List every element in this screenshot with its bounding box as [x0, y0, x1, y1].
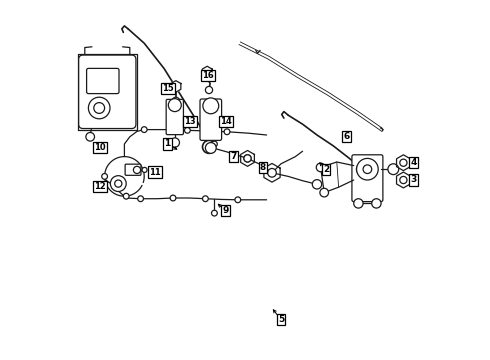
Polygon shape — [396, 155, 410, 171]
Text: 14: 14 — [220, 117, 232, 126]
Circle shape — [172, 97, 179, 104]
Circle shape — [388, 164, 399, 175]
Circle shape — [142, 167, 147, 172]
Circle shape — [357, 158, 378, 180]
Circle shape — [203, 98, 219, 114]
Text: 3: 3 — [410, 175, 416, 184]
Circle shape — [94, 103, 104, 113]
FancyBboxPatch shape — [79, 55, 136, 129]
Text: 13: 13 — [184, 117, 196, 126]
Text: 16: 16 — [202, 71, 214, 80]
Circle shape — [224, 129, 230, 135]
Circle shape — [170, 195, 176, 201]
Circle shape — [110, 176, 126, 192]
FancyBboxPatch shape — [125, 164, 141, 175]
Circle shape — [360, 167, 365, 172]
Circle shape — [312, 180, 321, 189]
Circle shape — [235, 197, 241, 203]
Text: 2: 2 — [323, 165, 329, 174]
Polygon shape — [241, 150, 254, 166]
FancyBboxPatch shape — [87, 68, 119, 94]
Text: 11: 11 — [149, 167, 161, 176]
Polygon shape — [171, 81, 181, 92]
Circle shape — [400, 159, 407, 166]
Text: 4: 4 — [410, 158, 416, 167]
Text: 9: 9 — [222, 206, 228, 215]
Text: 1: 1 — [165, 139, 171, 148]
Circle shape — [316, 163, 325, 172]
Circle shape — [363, 165, 372, 174]
Circle shape — [212, 141, 217, 147]
Circle shape — [244, 155, 251, 162]
Text: 10: 10 — [95, 143, 106, 152]
Circle shape — [372, 199, 381, 208]
Circle shape — [102, 174, 107, 179]
Circle shape — [320, 188, 328, 197]
Circle shape — [244, 155, 251, 162]
Circle shape — [88, 97, 110, 119]
Circle shape — [138, 196, 144, 202]
Polygon shape — [396, 172, 410, 188]
Text: 12: 12 — [94, 182, 105, 191]
Circle shape — [115, 180, 122, 187]
Circle shape — [205, 143, 216, 153]
Circle shape — [185, 127, 190, 133]
Text: 5: 5 — [278, 315, 284, 324]
Circle shape — [202, 196, 208, 202]
Circle shape — [123, 193, 129, 199]
Circle shape — [202, 140, 216, 153]
FancyBboxPatch shape — [200, 99, 221, 140]
Polygon shape — [264, 163, 280, 182]
Circle shape — [141, 127, 147, 132]
Text: 8: 8 — [260, 163, 266, 172]
Circle shape — [170, 138, 179, 147]
Text: 6: 6 — [343, 132, 350, 141]
Circle shape — [268, 168, 276, 177]
Circle shape — [212, 210, 217, 216]
Circle shape — [133, 166, 141, 174]
FancyBboxPatch shape — [166, 99, 183, 135]
Text: 15: 15 — [162, 84, 173, 93]
Circle shape — [205, 86, 213, 94]
Text: 7: 7 — [230, 152, 237, 161]
Polygon shape — [202, 66, 212, 78]
Circle shape — [86, 132, 95, 141]
Circle shape — [206, 144, 212, 150]
Circle shape — [357, 164, 368, 175]
Circle shape — [169, 99, 181, 112]
FancyBboxPatch shape — [352, 155, 383, 202]
Circle shape — [400, 176, 407, 184]
Circle shape — [354, 199, 363, 208]
